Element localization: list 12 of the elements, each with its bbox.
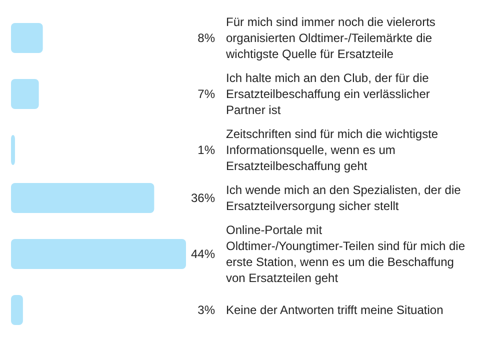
data-label: 8%	[198, 31, 216, 46]
data-label: 1%	[198, 143, 216, 158]
data-label: 44%	[190, 247, 216, 262]
y-tick-label: Ich wende mich an den Spezialisten, der die Ersatzteilversorgung sicher stellt	[226, 183, 462, 214]
y-tick-label: Zeitschriften sind für mich die wichtigste Informationsquelle, wenn es um Ersatzteilbeschaffung geht	[226, 127, 438, 174]
y-tick-label: Online-Portale mit Oldtimer-/Youngtimer-Teilen sind für mich die erste Station, wenn es um die Beschaffung von Ersatzteilen geht	[226, 223, 466, 286]
y-tick-label: Ich halte mich an den Club, der für die Ersatzteilbeschaffung ein verlässlicher Partner ist	[226, 71, 430, 118]
y-tick-label: Keine der Antworten trifft meine Situation	[226, 303, 444, 318]
y-tick-label: Für mich sind immer noch die vielerorts organisierten Oldtimer-/Teilemärkte die wichtigste Quelle für Ersatzteile	[225, 15, 436, 62]
data-label: 3%	[198, 303, 216, 318]
data-label: 7%	[198, 87, 216, 102]
data-label: 36%	[190, 191, 216, 206]
